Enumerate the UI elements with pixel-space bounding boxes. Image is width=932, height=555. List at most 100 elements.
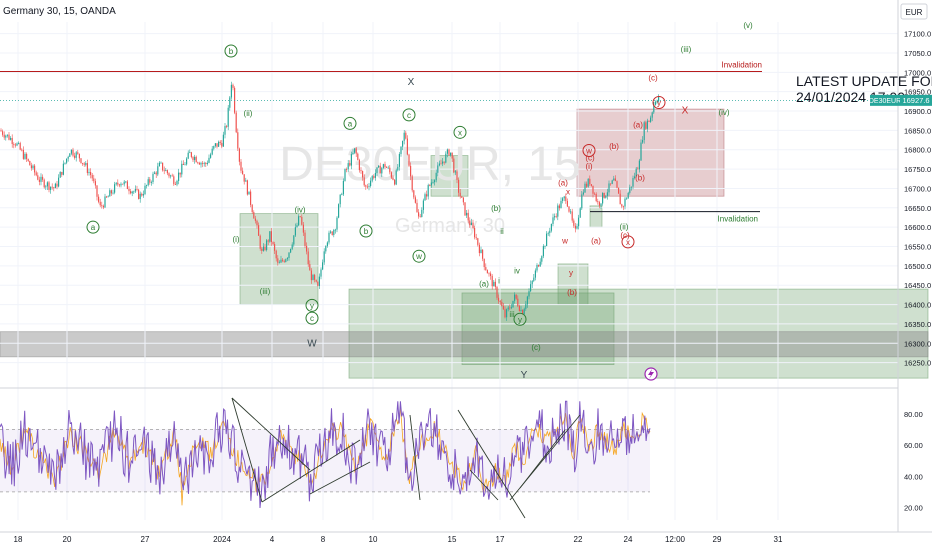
candle-body	[330, 231, 332, 233]
green-zone-big	[348, 288, 929, 379]
candle-body	[125, 181, 127, 183]
candle-body	[646, 120, 648, 129]
candle-body	[549, 230, 551, 233]
candle-body	[286, 258, 288, 260]
candle-body	[494, 281, 496, 287]
watermark-symbol: DE30EUR, 15	[279, 138, 580, 191]
candle-body	[509, 307, 511, 309]
candle-body	[579, 208, 581, 218]
candle-body	[2, 131, 4, 135]
candle-body	[470, 222, 472, 226]
candle-body	[317, 281, 319, 286]
candle-body	[310, 270, 312, 281]
candle-body	[216, 143, 218, 147]
candle-body	[448, 149, 450, 156]
time-tick-label: 20	[63, 535, 72, 544]
candle-body	[642, 140, 644, 143]
candle-body	[293, 235, 295, 245]
candle-body	[202, 162, 204, 164]
symbol-title[interactable]: Germany 30, 15, OANDA	[3, 6, 116, 17]
candle-body	[459, 192, 461, 197]
candle-body	[37, 175, 39, 180]
candle-body	[600, 203, 602, 206]
time-tick-label: 17	[496, 535, 505, 544]
candle-body	[597, 201, 599, 203]
candle-body	[69, 153, 71, 157]
wave-circle-a	[343, 116, 357, 130]
candle-body	[432, 182, 434, 183]
candle-body	[282, 259, 284, 261]
candle-body	[502, 306, 504, 310]
price-tick-label: 16850.0	[904, 126, 931, 135]
candle-body	[422, 200, 424, 210]
price-tick-label: 16950.0	[904, 88, 931, 97]
price-tick-label: 16400.0	[904, 301, 931, 310]
candle-body	[109, 190, 111, 197]
candle-body	[270, 231, 272, 243]
wave-label-w: w	[415, 252, 422, 261]
wave-circle-y	[513, 312, 527, 326]
candle-body	[653, 104, 655, 113]
candle-body	[230, 84, 232, 98]
osc-main-line	[0, 400, 651, 509]
candle-body	[40, 176, 42, 182]
candle-body	[546, 233, 548, 247]
candle-body	[126, 181, 128, 190]
candle-body	[195, 156, 197, 163]
candle-body	[381, 167, 383, 174]
candle-body	[614, 178, 616, 182]
currency-badge[interactable]: EUR	[906, 8, 923, 17]
wave-label-red-y: y	[569, 268, 573, 277]
candle-body	[450, 152, 452, 156]
candle-body	[306, 245, 308, 252]
candle-body	[88, 172, 90, 173]
candle-body	[421, 209, 423, 217]
candle-body	[526, 296, 528, 305]
candle-body	[51, 186, 53, 188]
zones-layer	[0, 108, 929, 379]
candle-body	[197, 162, 199, 164]
candle-body	[528, 291, 530, 297]
candle-body	[246, 180, 248, 195]
currency-badge-box[interactable]	[900, 3, 928, 20]
candle-body	[72, 149, 74, 156]
candle-body	[179, 172, 181, 175]
candle-body	[355, 148, 357, 154]
candle-body	[128, 189, 130, 192]
candle-body	[187, 152, 189, 159]
time-tick-label: 22	[574, 535, 583, 544]
candle-body	[144, 185, 146, 195]
candle-body	[85, 163, 87, 165]
wave-label-x: x	[458, 128, 462, 137]
candle-body	[288, 252, 290, 259]
invalidation-label-mid: Invalidation	[718, 215, 758, 224]
candle-body	[507, 307, 509, 310]
candle-body	[403, 132, 405, 141]
alert-lightning-icon[interactable]	[644, 367, 658, 381]
wave-circle-c	[402, 108, 416, 122]
candle-body	[147, 179, 149, 186]
candle-body	[250, 191, 252, 205]
candle-body	[598, 202, 600, 206]
candle-body	[214, 143, 216, 147]
candle-body	[542, 246, 544, 257]
price-tick-label: 16650.0	[904, 204, 931, 213]
candle-body	[133, 191, 135, 193]
candle-body	[314, 274, 316, 280]
candle-body	[574, 225, 576, 229]
candle-body	[224, 126, 226, 135]
wave-label-(c): (c)	[531, 343, 541, 352]
candle-body	[182, 163, 184, 165]
candle-body	[594, 193, 596, 195]
candle-body	[611, 180, 613, 184]
candle-body	[211, 148, 213, 155]
price-badge: DE30EUR 16927.6	[869, 94, 932, 106]
candle-body	[222, 134, 224, 147]
candle-body	[264, 246, 266, 251]
candle-body	[400, 146, 402, 155]
candle-body	[78, 153, 80, 159]
candle-body	[302, 224, 304, 233]
candle-body	[96, 185, 98, 197]
